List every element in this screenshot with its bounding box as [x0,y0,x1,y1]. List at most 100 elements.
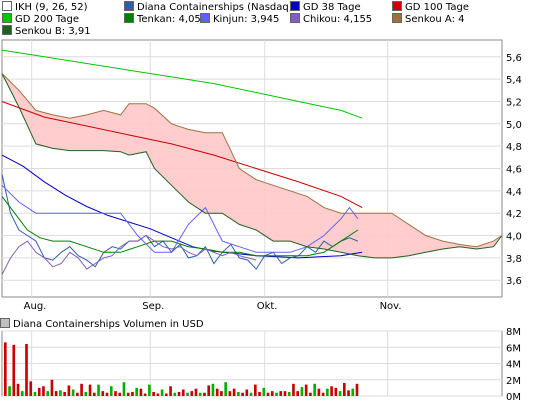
volume-bar [355,383,359,396]
volume-bar [71,389,75,396]
volume-bar [54,391,58,396]
series-line-gd-200-tage [1,49,363,119]
volume-bar [266,392,270,396]
volume-bar [88,384,92,396]
legend-label: Kinjun: 3,945 [213,14,280,25]
legend-swatch-icon [124,1,134,11]
volume-bar [292,383,295,396]
volume-bar [279,391,283,396]
volume-bar [304,384,308,396]
legend-swatch-icon [124,13,134,23]
series-line-chikou [1,234,257,275]
volume-bar [326,388,329,396]
volume-bar [76,392,79,396]
legend-swatch-icon [200,13,210,23]
volume-bar [25,344,28,396]
volume-bar [114,391,117,396]
y-tick-label: 4,4 [506,187,522,198]
volume-bar [228,391,232,396]
volume-bar [330,386,333,396]
volume-bar [203,392,206,396]
volume-bar [46,391,50,396]
series-line-senkou-a [1,73,503,248]
volume-bar [262,387,266,396]
volume-bar [109,386,113,396]
volume-bar [59,390,62,396]
legend-item: Tenkan: 4,055 [124,13,208,26]
volume-bar [181,389,185,396]
legend-label: Diana Containerships (Nasdaq) [137,2,293,13]
y-tick-label: 3,6 [506,276,522,287]
legend-label: GD 38 Tage [303,2,361,13]
y-tick-label: 4,8 [506,142,522,153]
legend-item: IKH (9, 26, 52) [2,1,88,14]
series-line-kinjun [1,184,359,253]
volume-bar [8,386,11,396]
legend-item: GD 38 Tage [290,1,361,14]
legend-label: IKH (9, 26, 52) [15,2,88,13]
volume-bar [347,390,350,396]
legend-swatch-icon [2,1,12,11]
volume-bar [198,392,202,396]
x-tick-label: Okt. [257,301,278,312]
x-tick-label: Aug. [24,301,47,312]
volume-bar [160,389,164,396]
volume-bar [4,342,7,396]
volume-bar [67,385,71,396]
legend-label: GD 200 Tage [15,14,79,25]
volume-y-tick-label: 6M [506,343,521,354]
volume-bar [50,379,54,396]
legend-item: Chikou: 4,155 [290,13,372,26]
volume-bar [351,388,355,396]
volume-bar [20,391,24,396]
volume-bar [33,391,37,396]
volume-bar [220,391,223,396]
volume-bar [143,393,147,396]
volume-swatch-icon [0,318,10,328]
volume-bar [254,384,257,396]
volume-bar [258,391,261,396]
y-tick-label: 5,2 [506,97,522,108]
volume-bar [334,387,338,396]
volume-bar [211,383,215,396]
volume-bar [101,391,105,396]
volume-bar [215,388,219,396]
y-tick-label: 4,6 [506,165,522,176]
ichimoku-cloud [2,73,502,258]
volume-bar [92,392,96,396]
volume-bar [80,383,83,396]
volume-bar [29,381,33,396]
volume-bar [186,392,189,396]
volume-bar [173,392,177,396]
legend-label: GD 100 Tage [405,2,469,13]
volume-bar [342,383,346,396]
volume-bar [321,392,325,396]
legend-label: Tenkan: 4,055 [137,14,208,25]
series-line-gd-100-tage [1,101,363,209]
volume-bar [63,391,66,396]
volume-bar [309,392,312,396]
y-tick-label: 5,4 [506,75,522,86]
volume-bar [139,388,143,396]
volume-bar [270,391,274,396]
legend-item: GD 200 Tage [2,13,79,26]
volume-title: Diana Containerships Volumen in USD [13,319,204,330]
volume-bar [97,384,100,396]
volume-y-tick-label: 2M [506,376,521,387]
volume-bar [296,391,300,396]
legend-label: Senkou A: 4 [405,14,465,25]
volume-bar [156,393,160,396]
volume-bar [190,391,194,396]
y-tick-label: 5,6 [506,53,522,64]
y-tick-label: 5,0 [506,120,522,131]
volume-y-tick-label: 4M [506,360,521,371]
volume-bar [84,391,88,396]
volume-bar [194,388,198,396]
series-line-senkou-b [1,73,503,259]
y-tick-label: 3,8 [506,254,522,265]
volume-bar [237,391,240,396]
x-tick-label: Sep. [142,301,164,312]
volume-bar [131,391,134,396]
series-line-tenkan [1,196,359,257]
